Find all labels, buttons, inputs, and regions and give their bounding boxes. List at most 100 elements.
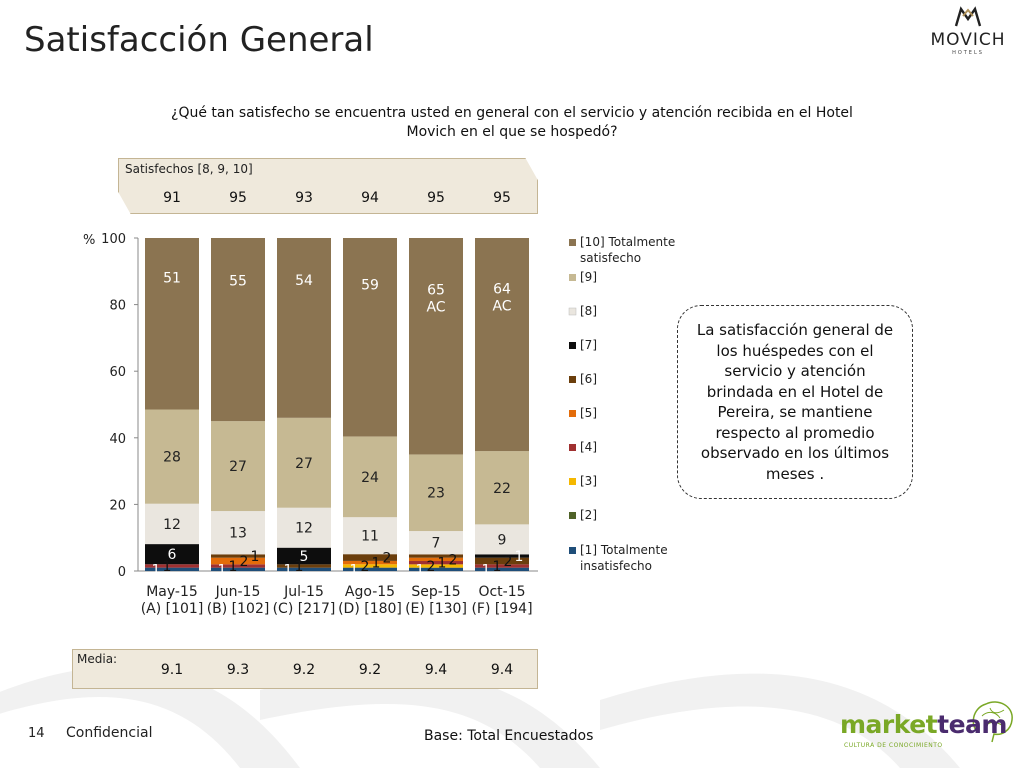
bar-segment-s10 xyxy=(409,238,463,455)
x-tick-label-group: (A) [101] xyxy=(141,601,204,617)
data-label-s9: 24 xyxy=(361,470,379,486)
data-label-s10: 51 xyxy=(163,271,181,287)
confidential-label: Confidencial xyxy=(66,725,153,741)
data-label-s8: 13 xyxy=(229,526,247,542)
y-tick-label: 80 xyxy=(109,299,126,314)
data-label-s10: 54 xyxy=(295,273,313,289)
bar-segment-s4 xyxy=(211,564,265,568)
bar-segment-s6 xyxy=(409,554,463,558)
marketteam-logo: marketteam CULTURA DE CONOCIMIENTO xyxy=(840,696,1020,756)
bar-segment-s1 xyxy=(277,567,331,571)
bar-segment-s1 xyxy=(475,567,529,571)
legend-swatch-s10 xyxy=(569,239,576,246)
callout-text: La satisfacción general de los huéspedes… xyxy=(696,321,894,483)
base-note: Base: Total Encuestados xyxy=(424,728,594,744)
y-tick-label: 100 xyxy=(101,232,126,247)
legend-label-s2: [2] xyxy=(580,508,597,522)
satisfied-value: 93 xyxy=(295,190,313,206)
bar-segment-s9 xyxy=(277,417,331,508)
legend-label-s9: [9] xyxy=(580,270,597,284)
bar-segment-s9 xyxy=(409,454,463,532)
bar-segment-s7 xyxy=(277,547,331,565)
bar-segment-s9 xyxy=(475,451,529,525)
bar-segment-s10 xyxy=(211,238,265,422)
bar-segment-s1 xyxy=(211,567,265,571)
bar-segment-s10 xyxy=(145,238,199,410)
legend-label-s4: [4] xyxy=(580,440,597,454)
x-tick-label-group: (D) [180] xyxy=(338,601,402,617)
bar-segment-s10 xyxy=(277,238,331,418)
data-label-s3: 2 xyxy=(361,559,370,575)
legend-swatch-s3 xyxy=(569,478,576,485)
marketteam-tagline: CULTURA DE CONOCIMIENTO xyxy=(844,742,943,749)
legend-swatch-s8 xyxy=(568,307,577,316)
data-label-s7: 6 xyxy=(168,547,177,563)
marketteam-wordmark: marketteam xyxy=(840,710,1007,739)
bar-segment-s10 xyxy=(343,238,397,437)
legend-label-s8: [8] xyxy=(580,304,597,318)
data-label-s10: 64 xyxy=(493,281,511,297)
bar-segment-s4 xyxy=(409,561,463,565)
bar-segment-s1 xyxy=(145,567,199,571)
y-tick-label: 60 xyxy=(109,365,126,380)
satisfied-value: 95 xyxy=(493,190,511,206)
data-label-s9: 22 xyxy=(493,481,511,497)
data-label-s6: 1 xyxy=(251,549,260,565)
media-box-label: Media: xyxy=(77,652,118,666)
bar-segment-s5 xyxy=(343,560,397,565)
y-tick-label: 40 xyxy=(109,432,126,447)
bar-segment-s8 xyxy=(145,503,199,545)
x-tick-label-month: May-15 xyxy=(146,584,198,600)
callout-note: La satisfacción general de los huéspedes… xyxy=(677,305,913,499)
satisfied-box xyxy=(118,158,538,214)
data-label-s4: 1 xyxy=(438,556,447,572)
data-label-s10: AC xyxy=(426,299,445,315)
x-tick-label-month: Jul-15 xyxy=(283,584,324,600)
legend-swatch-s2 xyxy=(569,512,576,519)
movich-logo-subtext: HOTELS xyxy=(952,50,984,56)
x-tick-label-group: (F) [194] xyxy=(471,601,532,617)
x-tick-label-month: Sep-15 xyxy=(411,584,460,600)
legend-swatch-s9 xyxy=(569,274,576,281)
legend-label-s10: satisfecho xyxy=(580,251,641,265)
data-label-s9: 28 xyxy=(163,450,181,466)
data-label-s7: 1 xyxy=(515,549,524,565)
bar-segment-s5 xyxy=(409,557,463,562)
data-label-s10: 65 xyxy=(427,282,445,298)
survey-question: ¿Qué tan satisfecho se encuentra usted e… xyxy=(171,105,853,140)
data-label-s8: 12 xyxy=(163,517,181,533)
data-label-s4: 1 xyxy=(229,559,238,575)
bar-segment-s4 xyxy=(475,564,529,568)
legend-label-s5: [5] xyxy=(580,406,597,420)
data-label-s7: 5 xyxy=(300,549,309,565)
bar-segment-s6 xyxy=(475,557,529,565)
satisfied-box-label: Satisfechos [8, 9, 10] xyxy=(125,162,253,176)
legend-swatch-s4 xyxy=(569,444,576,451)
x-tick-label-group: (C) [217] xyxy=(273,601,336,617)
legend-label-s3: [3] xyxy=(580,474,597,488)
movich-logo: MOVICH HOTELS xyxy=(918,6,1018,56)
y-tick-label: 20 xyxy=(109,498,126,513)
bar-segment-s5 xyxy=(211,557,265,565)
page-number: 14 xyxy=(28,726,45,741)
media-value: 9.2 xyxy=(292,662,316,678)
media-value: 9.3 xyxy=(226,662,250,678)
legend-label-s6: [6] xyxy=(580,372,597,386)
bar-segment-s8 xyxy=(475,524,529,555)
page-title: Satisfacción General xyxy=(24,20,374,60)
data-label-s1: 1 xyxy=(284,562,293,578)
x-tick-label-month: Jun-15 xyxy=(215,584,261,600)
data-label-s6: 2 xyxy=(504,554,513,570)
media-value: 9.4 xyxy=(490,662,514,678)
satisfied-value: 95 xyxy=(229,190,247,206)
data-label-s9: 27 xyxy=(229,459,247,475)
satisfied-value: 94 xyxy=(361,190,379,206)
data-label-s8: 9 xyxy=(498,532,507,548)
data-label-s9: 23 xyxy=(427,486,445,502)
x-tick-label-group: (B) [102] xyxy=(207,601,270,617)
satisfied-value: 91 xyxy=(163,190,181,206)
data-label-s8: 7 xyxy=(432,536,441,552)
y-tick-label: 0 xyxy=(118,565,126,580)
bar-segment-s8 xyxy=(277,507,331,548)
bar-segment-s10 xyxy=(475,238,529,452)
